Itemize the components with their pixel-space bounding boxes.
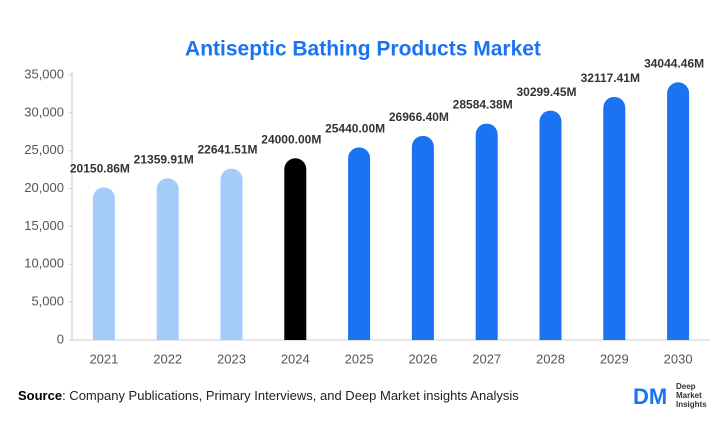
- x-tick-label: 2027: [472, 351, 501, 366]
- x-tick-label: 2026: [408, 351, 437, 366]
- value-label: 26966.40M: [389, 110, 449, 124]
- logo-mark: DM: [633, 384, 667, 409]
- bar: [348, 147, 371, 340]
- chart-title: Antiseptic Bathing Products Market: [185, 38, 541, 61]
- y-tick-label: 5,000: [31, 294, 64, 309]
- x-tick-label: 2029: [600, 351, 629, 366]
- source: Source: Company Publications, Primary In…: [18, 388, 519, 403]
- y-tick-label: 10,000: [24, 256, 64, 271]
- value-label: 34044.46M: [644, 56, 704, 70]
- logo-text: Insights: [676, 400, 707, 409]
- y-tick-label: 0: [57, 331, 64, 346]
- logo-text: Market: [676, 391, 702, 400]
- x-tick-label: 2023: [217, 351, 246, 366]
- y-tick-label: 20,000: [24, 180, 64, 195]
- value-label: 28584.38M: [453, 98, 513, 112]
- y-tick-label: 30,000: [24, 104, 64, 119]
- y-tick-label: 35,000: [24, 66, 64, 81]
- value-label: 25440.00M: [325, 122, 385, 136]
- x-tick-label: 2030: [664, 351, 693, 366]
- x-tick-label: 2028: [536, 351, 565, 366]
- bar: [156, 178, 179, 340]
- y-tick-label: 15,000: [24, 218, 64, 233]
- value-label: 22641.51M: [197, 143, 257, 157]
- source-label: Source: [18, 388, 62, 403]
- value-label: 24000.00M: [261, 132, 321, 146]
- source-text: : Company Publications, Primary Intervie…: [62, 388, 519, 403]
- x-tick-label: 2021: [89, 351, 118, 366]
- bar: [475, 123, 498, 340]
- bar: [667, 82, 690, 340]
- x-tick-label: 2022: [153, 351, 182, 366]
- bar: [603, 96, 626, 341]
- bar: [284, 158, 307, 340]
- value-label: 30299.45M: [516, 85, 576, 99]
- value-label: 21359.91M: [134, 152, 194, 166]
- bar: [411, 135, 434, 340]
- y-tick-label: 25,000: [24, 142, 64, 157]
- value-label: 20150.86M: [70, 162, 130, 176]
- x-tick-label: 2025: [345, 351, 374, 366]
- logo-text: Deep: [676, 382, 696, 391]
- bar: [92, 187, 115, 340]
- bar: [539, 110, 562, 340]
- x-tick-label: 2024: [281, 351, 310, 366]
- value-label: 32117.41M: [581, 71, 640, 85]
- bar: [220, 168, 243, 340]
